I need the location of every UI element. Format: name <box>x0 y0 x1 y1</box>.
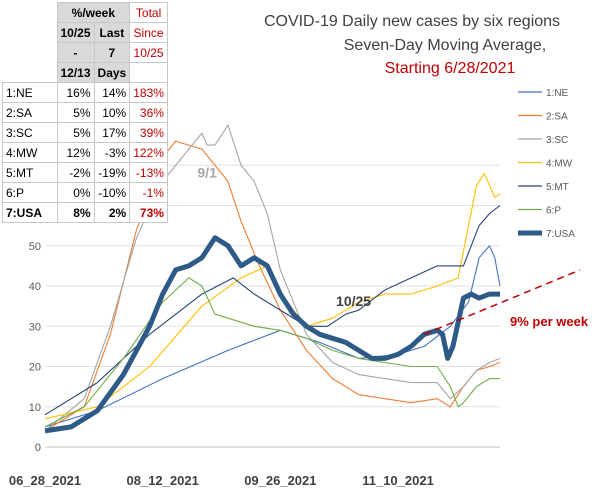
annotation-label: 9/1 <box>197 164 217 180</box>
table-row: 2:SA 5% 10% 36% <box>2 102 168 123</box>
y-tick-label: 0 <box>35 442 41 454</box>
y-tick-label: 20 <box>29 362 41 374</box>
cell-range: 16% <box>56 82 95 103</box>
y-tick-label: 50 <box>29 241 41 253</box>
cell-last7: 14% <box>93 82 131 103</box>
cell-total: 122% <box>129 142 168 163</box>
cell-range: 12% <box>56 142 95 163</box>
header-days: Days <box>93 62 131 83</box>
x-tick-label: 09_26_2021 <box>244 473 316 488</box>
table-row: 6:P 0% -10% -1% <box>2 182 168 203</box>
row-label: 5:MT <box>2 162 58 183</box>
cell-range: 5% <box>56 122 95 143</box>
row-label: 6:P <box>2 182 58 203</box>
series-line <box>44 277 500 428</box>
header-dash: - <box>56 42 95 63</box>
legend-label: 2:SA <box>546 112 568 123</box>
legend-label: 5:MT <box>546 182 569 193</box>
cell-last7: 10% <box>93 102 131 123</box>
cell-last7: 17% <box>93 122 131 143</box>
cell-total: 36% <box>129 102 168 123</box>
row-label: 3:SC <box>2 122 58 143</box>
table-row: 5:MT -2% -19% -13% <box>2 162 168 183</box>
chart-title: COVID-19 Daily new cases by six regions <box>264 13 560 30</box>
header-range-start: 10/25 <box>56 22 95 43</box>
cell-range: 8% <box>56 202 95 223</box>
cell-range: 5% <box>56 102 95 123</box>
table-row: 4:MW 12% -3% 122% <box>2 142 168 163</box>
row-label: 4:MW <box>2 142 58 163</box>
cell-last7: -3% <box>93 142 131 163</box>
header-last: Last <box>93 22 131 43</box>
y-tick-label: 10 <box>29 402 41 414</box>
table-row: 1:NE 16% 14% 183% <box>2 82 168 103</box>
cell-last7: 2% <box>93 202 131 223</box>
header-blank <box>129 62 168 83</box>
annotation-label: 10/25 <box>336 293 371 309</box>
header-range-end: 12/13 <box>56 62 95 83</box>
series-line <box>44 205 501 416</box>
table-corner <box>2 2 57 83</box>
x-tick-label: 08_12_2021 <box>127 473 199 488</box>
y-tick-label: 40 <box>29 281 41 293</box>
header-since-date: 10/25 <box>129 42 168 63</box>
legend-label: 1:NE <box>546 88 569 99</box>
x-tick-label: 06_28_2021 <box>9 473 81 488</box>
header-seven: 7 <box>93 42 131 63</box>
chart-subtitle: Seven-Day Moving Average, <box>344 37 546 54</box>
chart-subtitle-date: Starting 6/28/2021 <box>385 60 516 77</box>
header-pct-week: %/week <box>56 2 131 23</box>
legend-label: 7:USA <box>546 229 575 240</box>
cell-last7: -19% <box>93 162 131 183</box>
cell-total: -1% <box>129 182 168 203</box>
cell-last7: -10% <box>93 182 131 203</box>
row-label: 2:SA <box>2 102 58 123</box>
cell-range: -2% <box>56 162 95 183</box>
legend-label: 3:SC <box>546 135 568 146</box>
cell-total: 183% <box>129 82 168 103</box>
trend-label: 9% per week <box>510 314 589 329</box>
series-line <box>44 235 500 434</box>
trend-line <box>423 269 581 335</box>
table-row: 3:SC 5% 17% 39% <box>2 122 168 143</box>
header-total: Total <box>129 2 168 23</box>
y-tick-label: 30 <box>29 321 41 333</box>
cell-range: 0% <box>56 182 95 203</box>
cell-total: -13% <box>129 162 168 183</box>
header-since: Since <box>129 22 168 43</box>
row-label: 1:NE <box>2 82 58 103</box>
legend-label: 4:MW <box>546 159 573 170</box>
row-label: 7:USA <box>2 202 58 223</box>
series-line <box>44 172 501 420</box>
stats-table: %/week Total 10/25 Last Since - 7 10/25 … <box>2 2 168 223</box>
cell-total: 73% <box>129 202 168 223</box>
x-tick-label: 11_10_2021 <box>362 473 434 488</box>
cell-total: 39% <box>129 122 168 143</box>
table-row: 7:USA 8% 2% 73% <box>2 202 168 223</box>
legend-label: 6:P <box>546 206 561 217</box>
